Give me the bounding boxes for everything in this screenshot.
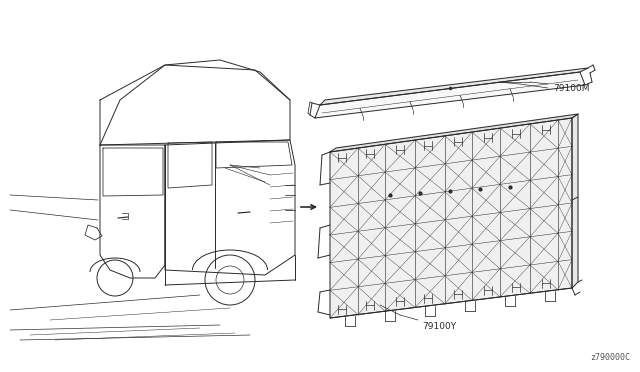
Polygon shape — [572, 114, 578, 288]
Polygon shape — [330, 118, 572, 318]
Polygon shape — [315, 72, 585, 118]
Text: 79100M: 79100M — [553, 83, 589, 93]
Polygon shape — [320, 68, 588, 105]
Text: z790000C: z790000C — [590, 353, 630, 362]
Text: 79100Y: 79100Y — [422, 322, 456, 331]
Polygon shape — [330, 114, 578, 152]
